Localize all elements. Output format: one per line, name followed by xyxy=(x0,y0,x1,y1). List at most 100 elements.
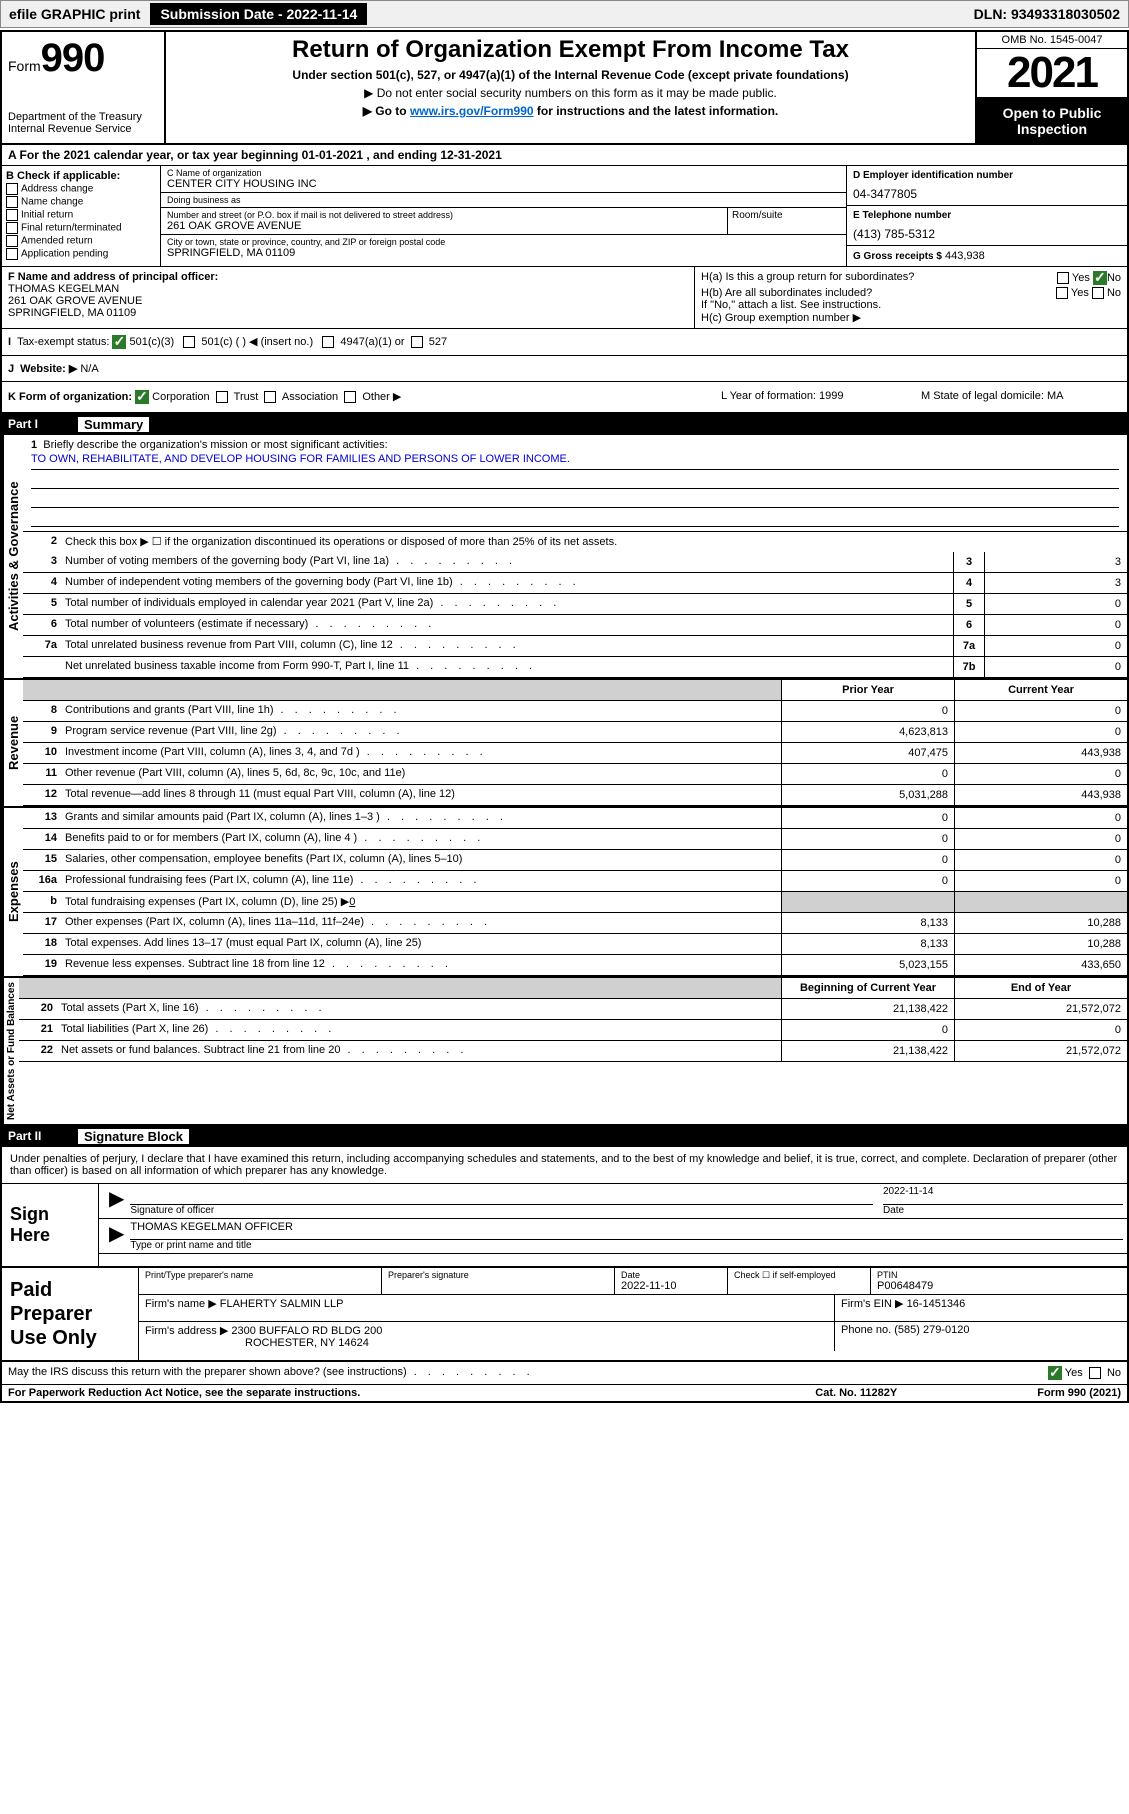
irs-link[interactable]: www.irs.gov/Form990 xyxy=(410,104,534,118)
col-c-org-info: C Name of organization CENTER CITY HOUSI… xyxy=(161,166,846,266)
line2: Check this box ▶ ☐ if the organization d… xyxy=(61,532,1127,552)
gross-value: 443,938 xyxy=(945,250,985,262)
form-title: Return of Organization Exempt From Incom… xyxy=(172,36,969,64)
hb-no[interactable] xyxy=(1092,287,1104,299)
line7b: Net unrelated business taxable income fr… xyxy=(61,657,953,677)
mission-text: TO OWN, REHABILITATE, AND DEVELOP HOUSIN… xyxy=(31,451,1119,470)
col-b-checkboxes: B Check if applicable: Address change Na… xyxy=(2,166,161,266)
discuss-yes[interactable] xyxy=(1048,1366,1062,1380)
chk-amended[interactable]: Amended return xyxy=(6,235,156,247)
chk-pending[interactable]: Application pending xyxy=(6,248,156,260)
header-sub3: ▶ Go to www.irs.gov/Form990 for instruct… xyxy=(172,104,969,118)
line6: Total number of volunteers (estimate if … xyxy=(61,615,953,635)
line9: Program service revenue (Part VIII, line… xyxy=(61,722,781,742)
line13: Grants and similar amounts paid (Part IX… xyxy=(61,808,781,828)
arrow-icon: ▶ xyxy=(103,1186,130,1216)
sign-here-label: Sign Here xyxy=(2,1184,99,1266)
ein-label: D Employer identification number xyxy=(853,170,1121,181)
ptin-lbl: PTIN xyxy=(877,1270,1121,1280)
irs-discuss-row: May the IRS discuss this return with the… xyxy=(2,1362,1127,1384)
line3: Number of voting members of the governin… xyxy=(61,552,953,572)
v7a: 0 xyxy=(984,636,1127,656)
prep-sig-lbl: Preparer's signature xyxy=(388,1270,608,1280)
sub3-pre: ▶ Go to xyxy=(363,104,410,118)
section-governance: Activities & Governance 1 Briefly descri… xyxy=(2,435,1127,680)
tel-label: E Telephone number xyxy=(853,210,1121,221)
tax-status-label: Tax-exempt status: xyxy=(17,336,109,348)
header-sub1: Under section 501(c), 527, or 4947(a)(1)… xyxy=(172,68,969,82)
chk-assoc[interactable] xyxy=(264,391,276,403)
chk-501c[interactable] xyxy=(183,336,195,348)
prep-check: Check ☐ if self-employed xyxy=(728,1268,871,1294)
mission-blank1 xyxy=(31,470,1119,489)
info-grid: B Check if applicable: Address change Na… xyxy=(2,166,1127,267)
firm-name: FLAHERTY SALMIN LLP xyxy=(220,1298,344,1310)
chk-name[interactable]: Name change xyxy=(6,196,156,208)
firm-addr1: 2300 BUFFALO RD BLDG 200 xyxy=(231,1325,382,1337)
line4: Number of independent voting members of … xyxy=(61,573,953,593)
mission-blank2 xyxy=(31,489,1119,508)
tel-value: (413) 785-5312 xyxy=(853,221,1121,241)
chk-4947[interactable] xyxy=(322,336,334,348)
section-net-assets: Net Assets or Fund Balances Beginning of… xyxy=(2,978,1127,1126)
sig-date: 2022-11-14 xyxy=(883,1186,1123,1204)
top-bar: efile GRAPHIC print Submission Date - 20… xyxy=(0,0,1129,28)
efile-label: efile GRAPHIC print xyxy=(3,4,146,24)
part1-bar: Part I Summary xyxy=(2,414,1127,435)
line18: Total expenses. Add lines 13–17 (must eq… xyxy=(61,934,781,954)
ha-no[interactable] xyxy=(1093,271,1107,285)
hc-label: H(c) Group exemption number ▶ xyxy=(701,311,1121,324)
section-revenue: Revenue Prior YearCurrent Year 8Contribu… xyxy=(2,680,1127,808)
header-sub2: ▶ Do not enter social security numbers o… xyxy=(172,86,969,100)
footer-bottom: For Paperwork Reduction Act Notice, see … xyxy=(2,1384,1127,1401)
line5: Total number of individuals employed in … xyxy=(61,594,953,614)
website-value: N/A xyxy=(80,363,98,375)
chk-501c3[interactable] xyxy=(112,335,126,349)
room-label: Room/suite xyxy=(732,210,842,221)
v3: 3 xyxy=(984,552,1127,572)
chk-other[interactable] xyxy=(344,391,356,403)
dln: DLN: 93493318030502 xyxy=(974,6,1126,22)
form-header: Form990 Department of the Treasury Inter… xyxy=(2,32,1127,145)
sign-here-block: Sign Here ▶ Signature of officer 2022-11… xyxy=(2,1184,1127,1268)
line7a: Total unrelated business revenue from Pa… xyxy=(61,636,953,656)
dba-label: Doing business as xyxy=(167,195,840,205)
chk-corp[interactable] xyxy=(135,390,149,404)
chk-address[interactable]: Address change xyxy=(6,183,156,195)
open-inspection: Open to Public Inspection xyxy=(977,99,1127,143)
org-name: CENTER CITY HOUSING INC xyxy=(167,178,840,190)
col-b-header: B Check if applicable: xyxy=(6,170,156,182)
line15: Salaries, other compensation, employee b… xyxy=(61,850,781,870)
h-questions: H(a) Is this a group return for subordin… xyxy=(695,267,1127,328)
mission-q: Briefly describe the organization's miss… xyxy=(43,439,387,451)
chk-527[interactable] xyxy=(411,336,423,348)
line16a: Professional fundraising fees (Part IX, … xyxy=(61,871,781,891)
chk-final[interactable]: Final return/terminated xyxy=(6,222,156,234)
hb-yes[interactable] xyxy=(1056,287,1068,299)
mission-block: 1 Briefly describe the organization's mi… xyxy=(23,435,1127,532)
state-domicile: M State of legal domicile: MA xyxy=(921,390,1121,404)
prep-date-lbl: Date xyxy=(621,1270,721,1280)
officer-label: F Name and address of principal officer: xyxy=(8,271,688,283)
vlabel-revenue: Revenue xyxy=(2,680,23,806)
hdr-end: End of Year xyxy=(954,978,1127,998)
hb-note: If "No," attach a list. See instructions… xyxy=(701,299,1121,311)
line8: Contributions and grants (Part VIII, lin… xyxy=(61,701,781,721)
header-right: OMB No. 1545-0047 2021 Open to Public In… xyxy=(975,32,1127,143)
section-expenses: Expenses 13Grants and similar amounts pa… xyxy=(2,808,1127,978)
paid-preparer-label: Paid Preparer Use Only xyxy=(2,1268,139,1360)
discuss-no[interactable] xyxy=(1089,1367,1101,1379)
form-number: 990 xyxy=(41,36,105,80)
principal-officer: F Name and address of principal officer:… xyxy=(2,267,695,328)
v4: 3 xyxy=(984,573,1127,593)
v6: 0 xyxy=(984,615,1127,635)
officer-addr2: SPRINGFIELD, MA 01109 xyxy=(8,307,688,319)
ha-yes[interactable] xyxy=(1057,272,1069,284)
submission-date: Submission Date - 2022-11-14 xyxy=(150,3,367,25)
form-ref: Form 990 (2021) xyxy=(1037,1387,1121,1399)
header-left: Form990 Department of the Treasury Inter… xyxy=(2,32,166,143)
chk-trust[interactable] xyxy=(216,391,228,403)
dept-treasury: Department of the Treasury xyxy=(8,111,158,123)
chk-initial[interactable]: Initial return xyxy=(6,209,156,221)
pra-notice: For Paperwork Reduction Act Notice, see … xyxy=(8,1387,360,1399)
